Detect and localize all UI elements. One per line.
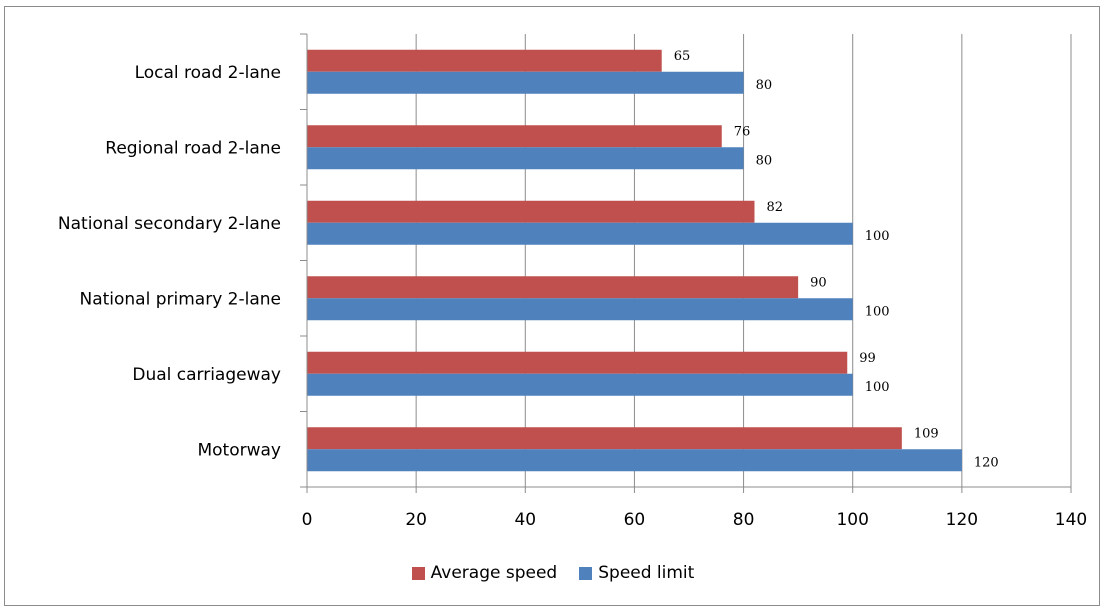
x-tick-label: 20 <box>405 510 427 530</box>
data-label: 80 <box>756 153 773 168</box>
data-label: 90 <box>810 275 827 290</box>
legend-swatch-speed-limit <box>579 566 593 580</box>
x-tick-label: 80 <box>733 510 755 530</box>
legend-item-speed-limit: Speed limit <box>579 563 694 583</box>
x-tick-label: 60 <box>624 510 646 530</box>
data-label: 109 <box>914 426 939 441</box>
data-label: 80 <box>756 78 773 93</box>
data-label: 100 <box>865 380 890 395</box>
x-tick-label: 100 <box>836 510 868 530</box>
data-label: 65 <box>674 49 691 64</box>
category-label: National secondary 2-lane <box>58 214 281 234</box>
data-label: 99 <box>859 351 876 366</box>
data-label: 100 <box>865 229 890 244</box>
bar-speed-limit <box>307 373 853 396</box>
data-label: 120 <box>974 455 999 470</box>
bar-average-speed <box>307 125 722 148</box>
bar-speed-limit <box>307 147 744 170</box>
labels: 0 20 40 60 80 100 120 140 Local road 2-lane 65 80 R… <box>58 49 1087 530</box>
data-label: 76 <box>734 124 751 139</box>
data-label: 82 <box>766 200 783 215</box>
category-label: Dual carriageway <box>132 365 281 385</box>
bar-speed-limit <box>307 449 962 472</box>
legend-label-average-speed: Average speed <box>430 563 558 583</box>
x-tick-label: 120 <box>946 510 978 530</box>
category-label: Motorway <box>197 440 281 460</box>
bar-speed-limit <box>307 71 744 94</box>
legend-label-speed-limit: Speed limit <box>598 563 695 583</box>
bar-average-speed <box>307 427 902 450</box>
gridlines <box>415 34 1072 487</box>
bar-speed-limit <box>307 298 853 321</box>
bar-speed-limit <box>307 222 853 245</box>
category-label: Regional road 2-lane <box>105 138 281 158</box>
bar-average-speed <box>307 49 662 72</box>
bars <box>307 49 962 472</box>
x-tick-label: 140 <box>1055 510 1087 530</box>
legend: Average speed Speed limit <box>0 562 1106 584</box>
bar-average-speed <box>307 351 848 374</box>
x-tick-label: 40 <box>514 510 536 530</box>
bar-average-speed <box>307 200 755 223</box>
data-label: 100 <box>865 304 890 319</box>
axes <box>300 33 1072 493</box>
legend-item-average-speed: Average speed <box>411 563 558 583</box>
category-label: National primary 2-lane <box>79 289 281 309</box>
legend-swatch-average-speed <box>411 566 425 580</box>
category-label: Local road 2-lane <box>135 63 281 83</box>
bar-average-speed <box>307 276 799 299</box>
x-tick-label: 0 <box>302 510 313 530</box>
